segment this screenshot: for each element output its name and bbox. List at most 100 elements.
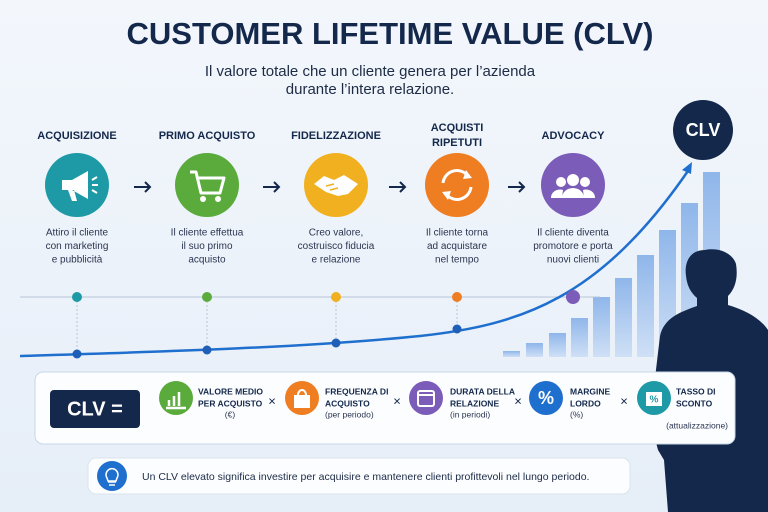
- formula-icons-part: %: [650, 395, 659, 406]
- growth-bars-part: [549, 333, 566, 357]
- formula-term-unit: (€): [225, 409, 236, 419]
- stage-icons-part: [200, 196, 206, 202]
- formula-icons-part: [294, 395, 310, 408]
- stage-dots-part: [72, 292, 82, 302]
- stage-icons-part: [325, 183, 339, 191]
- stage-description: Il cliente effettua: [171, 228, 244, 239]
- curve-arrowhead: [682, 162, 692, 174]
- stage-icons-part: [314, 175, 358, 196]
- stage-dots-part: [566, 290, 580, 304]
- note-icon: [97, 461, 127, 491]
- stage-title: PRIMO ACQUISTO: [159, 130, 256, 142]
- stage-icons-part: [91, 176, 98, 194]
- stage-title: RIPETUTI: [432, 137, 482, 149]
- subtitle: durante l’intera relazione.: [286, 81, 454, 98]
- formula-icons-part: [646, 392, 662, 406]
- formula-term: MARGINE: [570, 386, 610, 396]
- stage-icons-part: [175, 153, 239, 217]
- stage-arrows-part: [508, 181, 526, 193]
- stages: ACQUISIZIONE Attiro il cliente con marketi…: [37, 122, 613, 266]
- curve-points: [72, 324, 462, 359]
- formula-lhs-box: [50, 390, 140, 428]
- formula-term: VALORE MEDIO: [198, 386, 263, 396]
- stage-arrows-part: [389, 181, 407, 193]
- stage-title: ADVOCACY: [542, 130, 606, 142]
- formula-icons-part: [166, 392, 186, 410]
- stage-icons-part: [215, 196, 221, 202]
- formula-term-unit: (in periodi): [450, 409, 490, 419]
- stage-icons-part: [442, 170, 472, 200]
- stage-description: il suo primo: [181, 241, 233, 252]
- growth-bars-part: [571, 318, 588, 357]
- formula-operator: ×: [268, 393, 276, 408]
- stage-dots-part: [452, 292, 462, 302]
- curve-points-part: [452, 324, 462, 334]
- stage-dots: [72, 290, 580, 304]
- growth-bars-part: [526, 343, 543, 357]
- formula-term-unit: (%): [570, 409, 583, 419]
- note-icon-bulb: [105, 468, 119, 486]
- formula-lhs: CLV =: [67, 398, 123, 420]
- stage-title: FIDELIZZAZIONE: [291, 130, 381, 142]
- growth-curve: [19, 167, 692, 358]
- stage-icons-part: [556, 177, 566, 187]
- stage-icons-part: [550, 188, 596, 198]
- formula-icons-part: [297, 389, 307, 396]
- curve-points-part: [72, 349, 82, 359]
- stage-title: ACQUISIZIONE: [37, 130, 116, 142]
- stage-arrows-part: [263, 181, 281, 193]
- formula-icons-part: [409, 381, 443, 415]
- formula-icons: % %: [159, 381, 671, 415]
- stage-title: ACQUISTI: [431, 122, 484, 134]
- formula-operator: ×: [393, 393, 401, 408]
- stage-dots-part: [202, 292, 212, 302]
- formula-term: RELAZIONE: [450, 398, 499, 408]
- growth-bars-part: [593, 297, 610, 357]
- formula-icons-part: [417, 390, 435, 407]
- clv-badge: [673, 100, 733, 160]
- formula-operator: ×: [620, 393, 628, 408]
- formula-icons-part: [159, 381, 193, 415]
- formula-term: FREQUENZA DI: [325, 386, 388, 396]
- note: Un CLV elevato significa investire per a…: [142, 471, 589, 483]
- curve-points-part: [202, 345, 212, 355]
- stage-icons-part: [567, 174, 579, 186]
- stage-description: promotore e porta: [533, 241, 613, 252]
- stage-description: e pubblicità: [52, 255, 103, 266]
- stage-description: ad acquistare: [427, 241, 487, 252]
- growth-bars-part: [637, 255, 654, 357]
- title: CUSTOMER LIFETIME VALUE (CLV): [127, 16, 654, 51]
- formula-operator: ×: [514, 393, 522, 408]
- formula-icons-part: [529, 381, 563, 415]
- stage-description: nel tempo: [435, 255, 479, 266]
- stage-description: Il cliente torna: [426, 228, 489, 239]
- guides: [20, 296, 600, 354]
- subtitle: Il valore totale che un cliente genera p…: [205, 63, 536, 80]
- clv-badge-label: CLV: [686, 120, 721, 140]
- formula-term: ACQUISTO: [325, 398, 370, 408]
- stage-description: nuovi clienti: [547, 255, 599, 266]
- formula-term-unit: (attualizzazione): [666, 420, 728, 430]
- stage-icons-part: [580, 177, 590, 187]
- stage-dots-part: [331, 292, 341, 302]
- stage-description: Creo valore,: [309, 228, 363, 239]
- stage-icons-part: [62, 171, 88, 201]
- stage-icons: [45, 153, 605, 217]
- formula-term: PER ACQUISTO: [198, 398, 263, 408]
- formula-term-unit: (per periodo): [325, 409, 374, 419]
- formula-term: TASSO DI: [676, 386, 716, 396]
- stage-arrows-part: [134, 181, 152, 193]
- formula-terms: VALORE MEDIO PER ACQUISTO(€) FREQUENZA DI A…: [198, 386, 728, 430]
- stage-icons-part: [190, 170, 226, 195]
- stage-description: con marketing: [46, 241, 109, 252]
- stage-arrows: [134, 181, 526, 193]
- stage-description: Il cliente diventa: [537, 228, 609, 239]
- formula-term: LORDO: [570, 398, 601, 408]
- note-box: [87, 457, 631, 495]
- growth-bars-part: [615, 278, 632, 357]
- growth-bars-part: [503, 351, 520, 357]
- stage-description: Attiro il cliente: [46, 228, 109, 239]
- stage-description: e relazione: [312, 255, 361, 266]
